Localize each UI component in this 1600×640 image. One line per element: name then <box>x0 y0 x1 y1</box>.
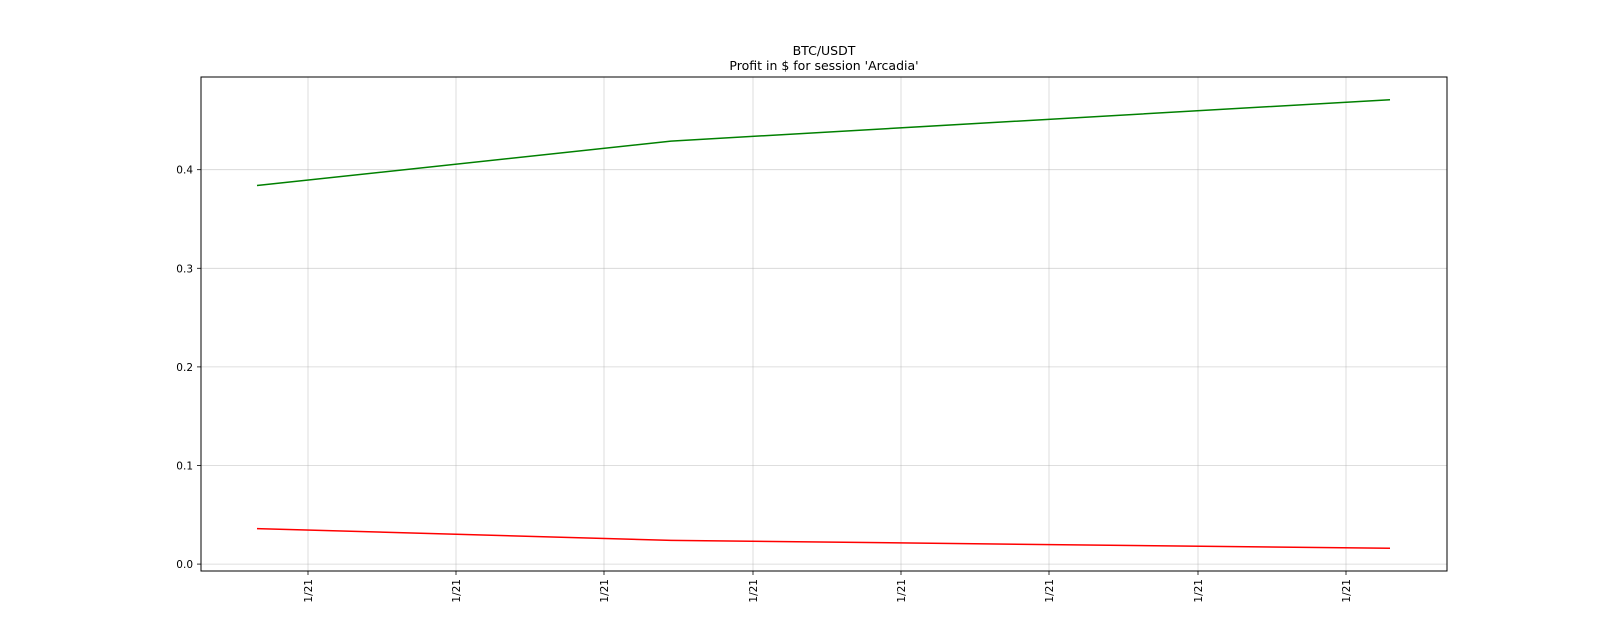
y-tick-label: 0.4 <box>176 165 193 177</box>
x-tick-label: 1/21 <box>303 579 315 603</box>
x-tick-label: 1/21 <box>1193 579 1205 603</box>
y-tick-label: 0.0 <box>176 559 193 571</box>
grid-lines <box>201 77 1447 571</box>
y-tick-label: 0.2 <box>176 362 193 374</box>
chart-title: BTC/USDT <box>793 43 856 58</box>
axes: 1/21 1/21 1/21 1/21 1/21 1/21 1/21 1/21 0.0 0.1 0.… <box>176 165 1353 603</box>
x-tick-label: 1/21 <box>1341 579 1353 603</box>
series-layer <box>256 98 1391 550</box>
red-series-line <box>256 527 1391 550</box>
green-series-line <box>256 98 1391 187</box>
x-tick-label: 1/21 <box>599 579 611 603</box>
y-tick-label: 0.3 <box>176 263 193 275</box>
plot-area-frame <box>200 76 1448 572</box>
y-tick-label: 0.1 <box>176 460 193 472</box>
chart-subtitle: Profit in $ for session 'Arcadia' <box>729 58 918 73</box>
x-tick-label: 1/21 <box>748 579 760 603</box>
x-tick-label: 1/21 <box>1044 579 1056 603</box>
x-tick-label: 1/21 <box>451 579 463 603</box>
x-tick-label: 1/21 <box>896 579 908 603</box>
